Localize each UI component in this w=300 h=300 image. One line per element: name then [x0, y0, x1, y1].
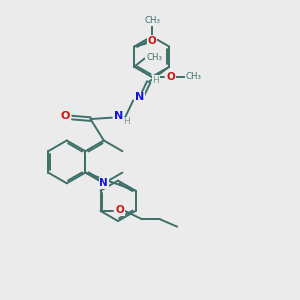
Text: O: O — [115, 205, 124, 215]
Text: CH₃: CH₃ — [144, 16, 160, 25]
Text: O: O — [166, 72, 175, 82]
Text: H: H — [123, 117, 130, 126]
Text: N: N — [135, 92, 144, 102]
Text: N: N — [100, 178, 108, 188]
Text: O: O — [61, 111, 70, 121]
Text: CH₃: CH₃ — [146, 53, 162, 62]
Text: N: N — [114, 111, 123, 121]
Text: CH₃: CH₃ — [185, 72, 201, 81]
Text: O: O — [148, 36, 156, 46]
Text: H: H — [152, 76, 159, 85]
